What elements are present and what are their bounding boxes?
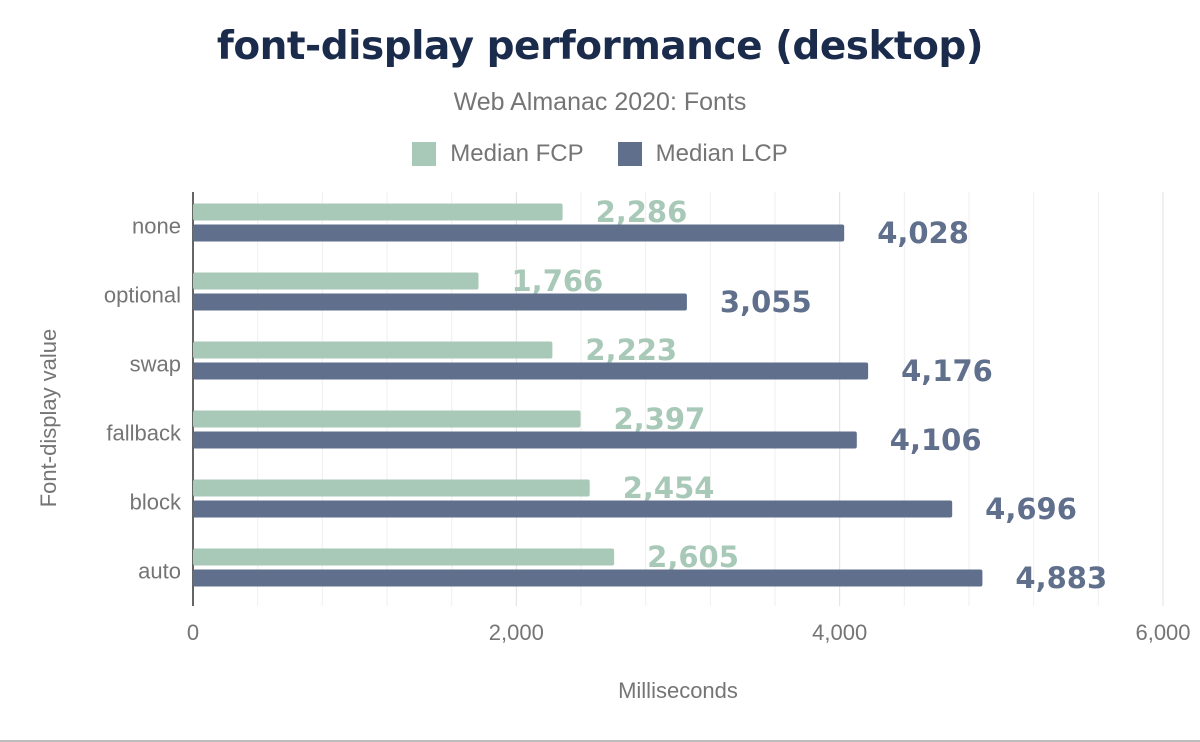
- y-tick-label: fallback: [106, 421, 182, 446]
- y-tick-label: block: [130, 490, 182, 515]
- y-tick-label: auto: [138, 559, 181, 584]
- data-label-lcp: 4,106: [890, 423, 982, 457]
- chart-legend: Median FCP Median LCP: [0, 140, 1200, 168]
- data-label-lcp: 4,176: [901, 354, 993, 388]
- bar-lcp: [193, 500, 953, 518]
- bar-lcp: [193, 362, 869, 380]
- bar-fcp: [193, 479, 590, 497]
- data-label-fcp: 2,223: [585, 333, 677, 367]
- x-tick-label: 0: [187, 620, 199, 645]
- data-label-lcp: 4,028: [877, 216, 969, 250]
- bar-fcp: [193, 272, 479, 290]
- data-label-lcp: 4,696: [985, 492, 1077, 526]
- bar-lcp: [193, 431, 857, 449]
- x-tick-label: 2,000: [489, 620, 544, 645]
- data-label-lcp: 3,055: [720, 285, 812, 319]
- data-label-fcp: 2,397: [614, 402, 706, 436]
- bar-lcp: [193, 293, 687, 311]
- legend-label-lcp: Median LCP: [655, 140, 788, 167]
- legend-item-fcp[interactable]: Median FCP: [412, 140, 584, 168]
- legend-swatch-lcp: [617, 142, 642, 166]
- y-tick-label: optional: [104, 283, 181, 308]
- legend-swatch-fcp: [412, 142, 437, 166]
- x-axis-title: Milliseconds: [618, 678, 738, 703]
- y-tick-label: swap: [130, 352, 181, 377]
- data-label-fcp: 2,605: [647, 540, 739, 574]
- chart-subtitle: Web Almanac 2020: Fonts: [453, 88, 747, 116]
- data-label-lcp: 4,883: [1015, 561, 1107, 595]
- bottom-divider: [0, 740, 1200, 742]
- y-tick-label: none: [132, 214, 181, 239]
- bar-fcp: [193, 203, 563, 221]
- x-tick-label: 4,000: [812, 620, 867, 645]
- data-label-fcp: 2,454: [623, 471, 715, 505]
- x-tick-label: 6,000: [1135, 620, 1190, 645]
- legend-label-fcp: Median FCP: [450, 140, 584, 167]
- data-label-fcp: 2,286: [596, 195, 688, 229]
- bar-fcp: [193, 548, 615, 566]
- data-label-fcp: 1,766: [512, 264, 604, 298]
- bar-lcp: [193, 569, 983, 587]
- bar-fcp: [193, 341, 553, 359]
- bar-fcp: [193, 410, 581, 428]
- y-axis-title: Font-display value: [36, 329, 61, 508]
- bar-lcp: [193, 224, 845, 242]
- chart-title: font-display performance (desktop): [216, 24, 984, 69]
- legend-item-lcp[interactable]: Median LCP: [617, 140, 788, 168]
